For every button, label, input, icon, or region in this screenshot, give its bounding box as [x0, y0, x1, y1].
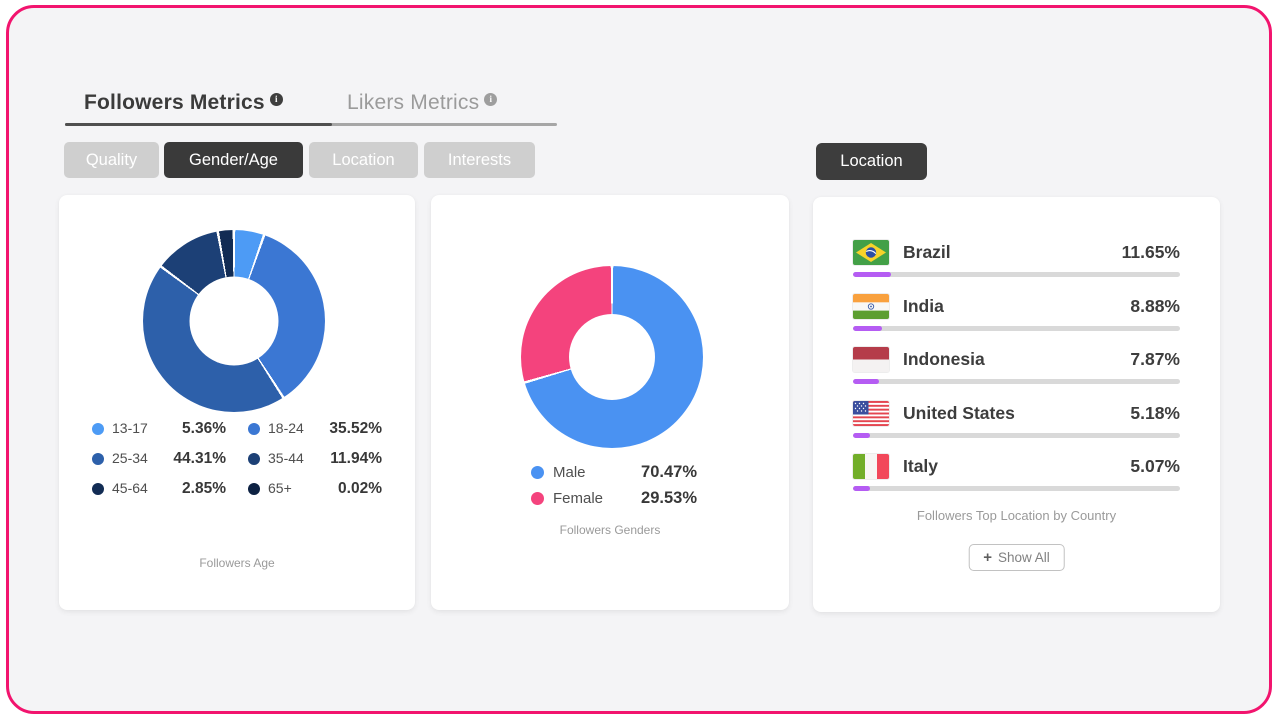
country-name: India [903, 295, 944, 316]
info-icon[interactable]: i [269, 92, 283, 106]
followers-genders-donut-chart [521, 266, 703, 448]
legend-value: 11.94% [330, 450, 382, 467]
legend-item-35-44: 35-44 11.94% [248, 450, 382, 468]
country-bar-fill [853, 272, 892, 277]
country-percent: 5.07% [1130, 456, 1180, 476]
subtab-interests[interactable]: Interests [424, 142, 535, 178]
legend-dot [92, 483, 104, 495]
legend-dot [531, 465, 544, 479]
country-bar-fill [853, 432, 870, 438]
legend-label: 25-34 [112, 450, 148, 467]
followers-age-caption: Followers Age [199, 556, 275, 570]
country-bar-track [853, 486, 1180, 491]
tab-followers-metrics-label: Followers Metrics [84, 91, 265, 114]
legend-value: 29.53% [641, 488, 697, 507]
country-name: United States [903, 402, 1015, 423]
subtab-quality[interactable]: Quality [64, 142, 159, 178]
country-bar-track [853, 379, 1180, 384]
legend-value: 2.85% [182, 480, 226, 497]
followers-top-location-card: Brazil 11.65% India 8.88% [813, 197, 1220, 612]
legend-label: Male [553, 463, 586, 481]
legend-value: 5.36% [182, 420, 226, 437]
donut-hole [569, 314, 655, 400]
country-percent: 5.18% [1130, 402, 1180, 423]
location-row-brazil: Brazil 11.65% [853, 240, 1180, 294]
legend-item-45-64: 45-64 2.85% [92, 480, 226, 498]
country-bar-track [853, 325, 1180, 331]
legend-label: 45-64 [112, 480, 148, 497]
tab-likers-metrics-label: Likers Metrics [347, 91, 480, 114]
country-bar-fill [853, 486, 870, 491]
country-bar-track [853, 432, 1180, 438]
tab-likers-metrics[interactable]: Likers Metrics i [347, 91, 498, 115]
legend-dot [248, 423, 260, 435]
subtab-location[interactable]: Location [309, 142, 418, 178]
legend-label: 18-24 [268, 420, 304, 437]
country-bar-fill [853, 379, 879, 384]
legend-label: 13-17 [112, 420, 148, 437]
legend-item-25-34: 25-34 44.31% [92, 450, 226, 468]
italy-flag-icon [853, 454, 889, 479]
show-all-button[interactable]: + Show All [968, 544, 1065, 571]
tab-underline [65, 123, 557, 126]
legend-item-18-24: 18-24 35.52% [248, 420, 382, 438]
legend-label: 35-44 [268, 450, 304, 467]
followers-genders-caption: Followers Genders [559, 523, 661, 537]
followers-top-location-caption: Followers Top Location by Country [916, 508, 1117, 523]
show-all-label: Show All [997, 550, 1050, 565]
country-percent: 11.65% [1121, 242, 1180, 262]
info-icon[interactable]: i [484, 92, 498, 106]
indonesia-flag-icon [853, 347, 889, 372]
legend-dot [531, 491, 544, 505]
country-percent: 7.87% [1130, 349, 1180, 369]
gender-legend: Male 70.47% Female 29.53% [531, 459, 697, 511]
legend-value: 44.31% [173, 450, 226, 467]
country-name: Italy [903, 456, 939, 476]
legend-value: 35.52% [329, 420, 382, 437]
country-name: Indonesia [903, 349, 985, 369]
legend-label: Female [553, 489, 604, 507]
legend-value: 0.02% [338, 480, 382, 497]
location-row-united-states: United States 5.18% [853, 400, 1180, 455]
legend-dot [248, 453, 260, 465]
india-flag-icon [853, 293, 889, 319]
plus-icon: + [983, 549, 992, 566]
legend-item-13-17: 13-17 5.36% [92, 420, 226, 438]
tab-underline-active [65, 123, 332, 126]
followers-age-card: 13-17 5.36% 18-24 35.52% 25-34 44.31% 35… [59, 195, 415, 610]
location-row-indonesia: Indonesia 7.87% [853, 347, 1180, 401]
country-bar-fill [853, 325, 883, 331]
legend-dot [248, 483, 260, 495]
legend-item-65-plus: 65+ 0.02% [248, 480, 382, 498]
legend-dot [92, 423, 104, 435]
legend-value: 70.47% [641, 462, 697, 481]
country-percent: 8.88% [1130, 295, 1180, 316]
location-row-italy: Italy 5.07% [853, 454, 1180, 508]
followers-age-donut-chart [143, 230, 325, 412]
legend-dot [92, 453, 104, 465]
united-states-flag-icon [853, 400, 889, 426]
country-name: Brazil [903, 242, 951, 262]
followers-genders-card: Male 70.47% Female 29.53% Followers Gend… [431, 195, 789, 610]
age-legend: 13-17 5.36% 18-24 35.52% 25-34 44.31% 35… [92, 420, 382, 498]
location-rows: Brazil 11.65% India 8.88% [853, 240, 1180, 508]
legend-item-female: Female 29.53% [531, 485, 697, 511]
country-bar-track [853, 272, 1180, 277]
location-section-button[interactable]: Location [816, 143, 927, 180]
legend-label: 65+ [268, 480, 292, 497]
donut-hole [189, 276, 279, 366]
subtab-gender-age[interactable]: Gender/Age [164, 142, 303, 178]
tab-followers-metrics[interactable]: Followers Metrics i [84, 91, 283, 115]
location-row-india: India 8.88% [853, 293, 1180, 348]
legend-item-male: Male 70.47% [531, 459, 697, 485]
brazil-flag-icon [853, 240, 889, 265]
